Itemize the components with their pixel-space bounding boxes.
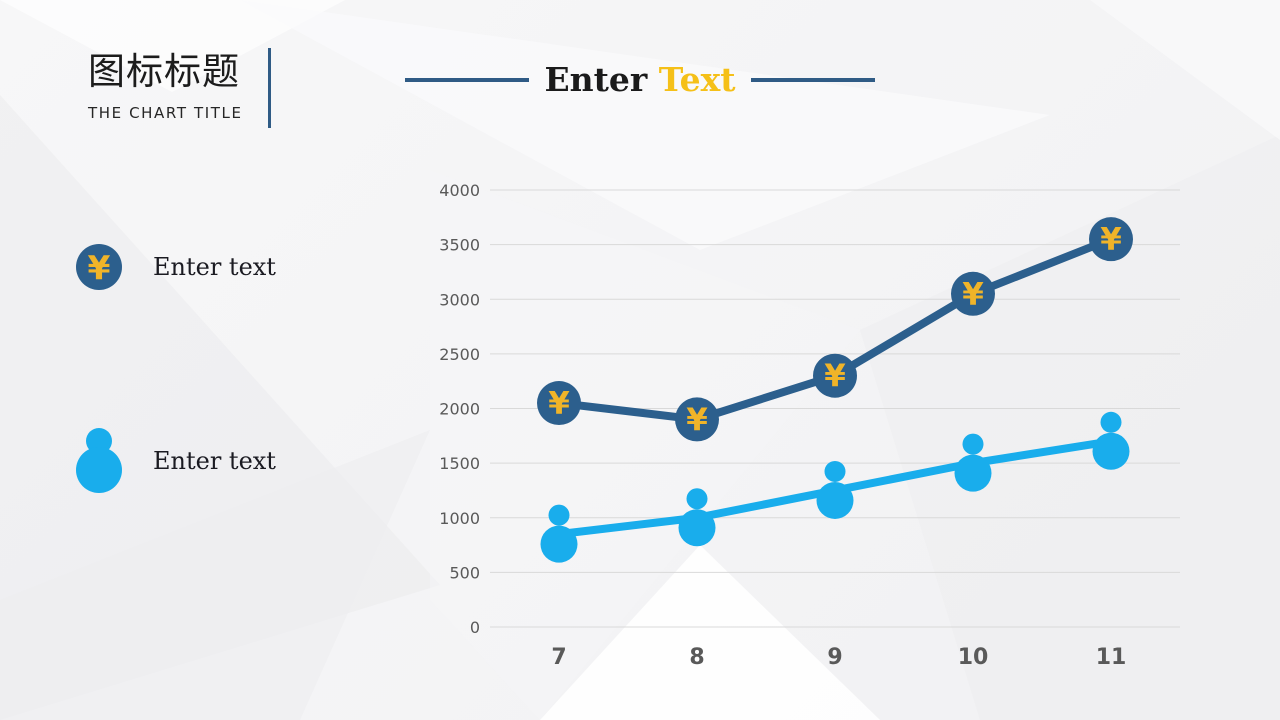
legend-item-person: Enter text bbox=[75, 428, 276, 494]
y-tick-label: 2500 bbox=[439, 345, 480, 364]
person-marker-head bbox=[962, 433, 984, 455]
page-subtitle: THE CHART TITLE bbox=[88, 104, 243, 123]
x-tick-label: 10 bbox=[958, 645, 989, 670]
y-tick-label: 2000 bbox=[439, 400, 480, 419]
y-tick-label: 3000 bbox=[439, 290, 480, 309]
section-title-text: Enter Text bbox=[545, 60, 736, 99]
person-marker-head bbox=[548, 504, 570, 526]
svg-text:¥: ¥ bbox=[88, 248, 111, 287]
section-title-word1: Enter bbox=[544, 60, 648, 99]
yen-glyph: ¥ bbox=[548, 386, 570, 422]
legend-item-yen: ¥ Enter text bbox=[75, 243, 276, 291]
line-chart: 0 500 1000 1500 2000 2500 3000 3500 4000 7 8 9 10 11 ¥… bbox=[439, 181, 1180, 670]
x-tick-label: 11 bbox=[1096, 645, 1127, 670]
person-marker-body bbox=[1092, 432, 1130, 470]
person-icon bbox=[76, 428, 122, 493]
x-tick-label: 7 bbox=[551, 645, 566, 670]
y-tick-label: 4000 bbox=[439, 181, 480, 200]
header-text-block: 图标标题 THE CHART TITLE bbox=[88, 48, 264, 128]
left-rule bbox=[404, 77, 529, 82]
legend-label: Enter text bbox=[153, 253, 276, 281]
yen-coin-icon: ¥ bbox=[76, 244, 122, 290]
yen-glyph: ¥ bbox=[824, 359, 846, 395]
header: 图标标题 THE CHART TITLE bbox=[88, 48, 271, 128]
x-tick-label: 8 bbox=[689, 645, 704, 670]
person-marker-body bbox=[678, 509, 716, 547]
y-tick-label: 500 bbox=[449, 563, 480, 582]
person-marker-head bbox=[824, 460, 846, 482]
section-title: Enter Text bbox=[0, 60, 1280, 99]
yen-coin-marker bbox=[951, 271, 995, 316]
legend-label: Enter text bbox=[153, 447, 276, 475]
yen-glyph: ¥ bbox=[686, 402, 708, 438]
page-title: 图标标题 bbox=[88, 50, 240, 93]
y-tick-label: 1500 bbox=[439, 454, 480, 473]
person-marker-body bbox=[540, 525, 578, 563]
yen-glyph: ¥ bbox=[1100, 222, 1122, 258]
yen-coin-marker bbox=[813, 353, 857, 398]
y-tick-label: 1000 bbox=[439, 509, 480, 528]
person-marker-body bbox=[954, 454, 992, 492]
yen-coin-marker bbox=[1089, 217, 1133, 262]
section-title-word2: Text bbox=[658, 60, 736, 99]
right-rule bbox=[751, 77, 876, 82]
header-divider bbox=[268, 48, 271, 128]
person-marker-head bbox=[1100, 411, 1122, 433]
x-tick-label: 9 bbox=[827, 645, 842, 670]
yen-glyph: ¥ bbox=[962, 277, 984, 313]
yen-coin-marker bbox=[675, 397, 719, 442]
y-tick-label: 3500 bbox=[439, 236, 480, 255]
y-tick-label: 0 bbox=[470, 618, 480, 637]
person-marker-body bbox=[816, 481, 854, 519]
yen-coin-marker bbox=[537, 381, 581, 426]
person-marker-head bbox=[686, 488, 708, 510]
